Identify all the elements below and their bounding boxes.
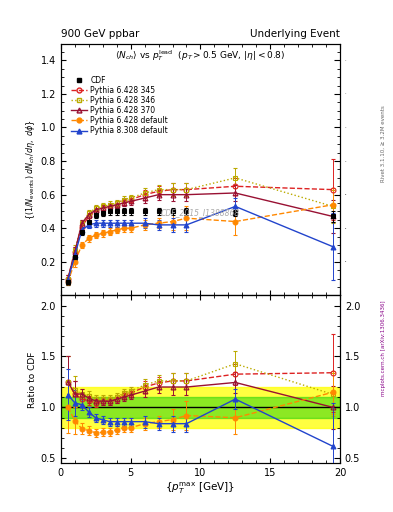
Bar	[61, 397, 340, 418]
Bar	[61, 387, 340, 428]
Text: 900 GeV ppbar: 900 GeV ppbar	[61, 29, 139, 39]
Y-axis label: Ratio to CDF: Ratio to CDF	[28, 351, 37, 408]
Text: mcplots.cern.ch [arXiv:1306.3436]: mcplots.cern.ch [arXiv:1306.3436]	[381, 301, 386, 396]
Text: $\langle N_{ch}\rangle$ vs $p_T^{\rm lead}$  ($p_T > 0.5$ GeV, $|\eta| < 0.8$): $\langle N_{ch}\rangle$ vs $p_T^{\rm lea…	[115, 49, 286, 63]
Text: Rivet 3.1.10, ≥ 3.2M events: Rivet 3.1.10, ≥ 3.2M events	[381, 105, 386, 182]
X-axis label: $\{p_T^{\rm max}$ [GeV]$\}$: $\{p_T^{\rm max}$ [GeV]$\}$	[165, 481, 235, 497]
Text: Underlying Event: Underlying Event	[250, 29, 340, 39]
Text: CDF_2015_I1388868: CDF_2015_I1388868	[161, 208, 240, 217]
Legend: CDF, Pythia 6.428 345, Pythia 6.428 346, Pythia 6.428 370, Pythia 6.428 default,: CDF, Pythia 6.428 345, Pythia 6.428 346,…	[68, 73, 171, 138]
Y-axis label: $\{(1/N_{\rm events})\ dN_{ch}/d\eta,\ d\phi\}$: $\{(1/N_{\rm events})\ dN_{ch}/d\eta,\ d…	[24, 119, 37, 220]
